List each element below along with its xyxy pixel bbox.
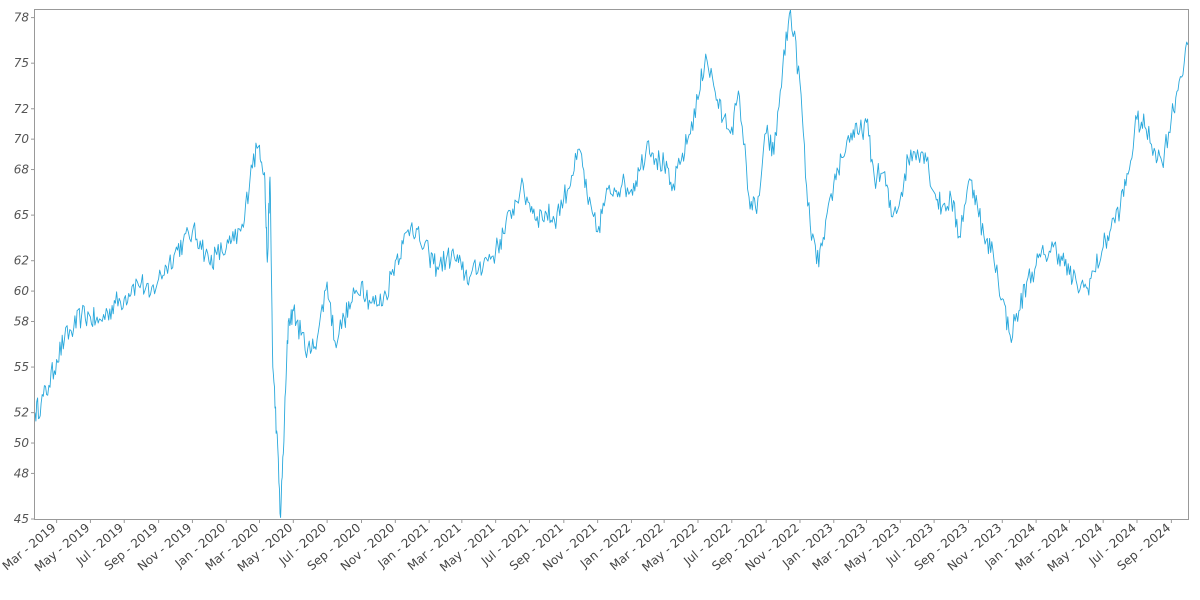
y-tick-label: 70 (14, 132, 30, 146)
y-tick-label: 60 (14, 284, 30, 298)
y-tick-label: 78 (14, 11, 30, 25)
y-tick-label: 52 (14, 406, 29, 420)
y-tick-label: 58 (14, 314, 30, 328)
y-tick-label: 48 (14, 466, 30, 480)
y-tick-label: 65 (14, 208, 29, 222)
y-tick-label: 50 (14, 436, 30, 450)
plot-area (34, 9, 1189, 518)
series-line (34, 9, 1189, 518)
y-tick-label: 55 (14, 360, 29, 374)
y-tick-label: 68 (14, 163, 30, 177)
y-axis: 45 48 50 52 55 58 60 62 65 68 70 72 75 78 (14, 11, 35, 526)
y-tick-label: 72 (14, 102, 29, 116)
y-tick-label: 62 (14, 254, 29, 268)
plot-frame (34, 9, 1189, 520)
y-tick-label: 75 (14, 56, 29, 70)
y-tick-label: 45 (14, 512, 29, 526)
